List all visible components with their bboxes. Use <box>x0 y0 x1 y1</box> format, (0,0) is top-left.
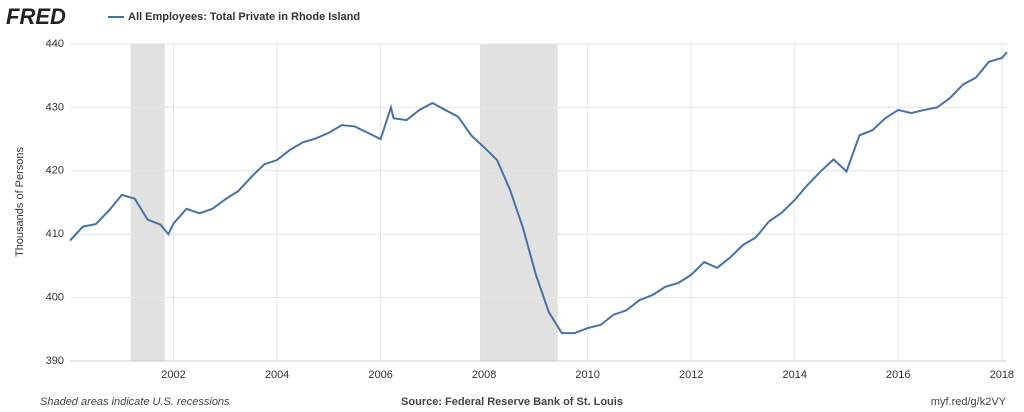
x-tick-label: 2012 <box>679 369 703 381</box>
x-tick-label: 2010 <box>575 369 599 381</box>
y-axis-label: Thousands of Persons <box>14 146 26 257</box>
y-tick-label: 440 <box>46 38 64 50</box>
x-tick-label: 2006 <box>368 369 392 381</box>
y-tick-label: 410 <box>46 228 64 240</box>
footer-note: Shaded areas indicate U.S. recessions <box>40 396 230 408</box>
legend-entry: All Employees: Total Private in Rhode Is… <box>128 11 360 23</box>
x-tick-label: 2014 <box>783 369 807 381</box>
x-tick-label: 2008 <box>472 369 496 381</box>
data-line <box>69 51 1008 335</box>
x-tick-label: 2018 <box>990 369 1014 381</box>
recession-band <box>480 44 558 361</box>
x-tick-label: 2002 <box>161 369 185 381</box>
recession-band <box>130 44 165 361</box>
x-tick-label: 2016 <box>886 369 910 381</box>
y-tick-label: 390 <box>46 355 64 367</box>
y-tick-label: 430 <box>46 101 64 113</box>
y-tick-label: 420 <box>46 165 64 177</box>
brand-logo: FRED <box>6 4 66 29</box>
footer-source: Source: Federal Reserve Bank of St. Loui… <box>401 396 623 408</box>
footer-link: myf.red/g/k2VY <box>931 396 1007 408</box>
y-tick-label: 400 <box>46 292 64 304</box>
x-tick-label: 2004 <box>265 369 289 381</box>
